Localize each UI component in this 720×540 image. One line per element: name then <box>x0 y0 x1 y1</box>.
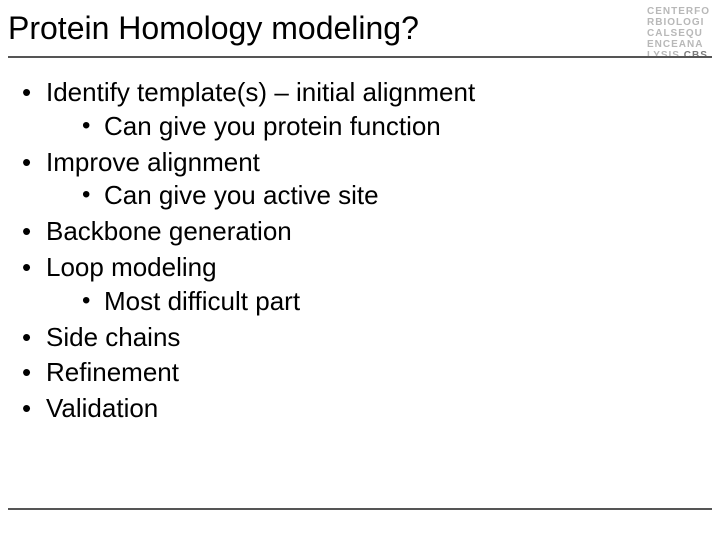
bullet-text: Most difficult part <box>104 286 300 316</box>
list-item: Identify template(s) – initial alignment… <box>18 76 700 144</box>
slide-title: Protein Homology modeling? <box>8 10 419 47</box>
bullet-list: Identify template(s) – initial alignment… <box>18 76 700 426</box>
list-item: Can give you active site <box>80 179 700 213</box>
bullet-text: Validation <box>46 393 158 423</box>
logo-line-2: RBIOLOGI <box>647 17 704 28</box>
divider-bottom <box>8 508 712 510</box>
slide-body: Identify template(s) – initial alignment… <box>18 76 700 428</box>
bullet-text: Can give you protein function <box>104 111 441 141</box>
list-item: Backbone generation <box>18 215 700 249</box>
sub-list: Can give you active site <box>46 179 700 213</box>
slide: CENTERFO RBIOLOGI CALSEQU ENCEANA LYSIS … <box>0 0 720 540</box>
bullet-text: Can give you active site <box>104 180 379 210</box>
list-item: Side chains <box>18 321 700 355</box>
sub-list: Can give you protein function <box>46 110 700 144</box>
bullet-text: Identify template(s) – initial alignment <box>46 77 475 107</box>
list-item: Most difficult part <box>80 285 700 319</box>
list-item: Improve alignment Can give you active si… <box>18 146 700 214</box>
bullet-text: Loop modeling <box>46 252 217 282</box>
bullet-text: Backbone generation <box>46 216 292 246</box>
logo-line-1: CENTERFO <box>647 6 710 17</box>
bullet-text: Refinement <box>46 357 179 387</box>
list-item: Validation <box>18 392 700 426</box>
logo-line-4: ENCEANA <box>647 39 703 50</box>
bullet-text: Side chains <box>46 322 180 352</box>
list-item: Refinement <box>18 356 700 390</box>
org-logo: CENTERFO RBIOLOGI CALSEQU ENCEANA LYSIS … <box>647 6 710 61</box>
list-item: Can give you protein function <box>80 110 700 144</box>
sub-list: Most difficult part <box>46 285 700 319</box>
list-item: Loop modeling Most difficult part <box>18 251 700 319</box>
logo-line-3: CALSEQU <box>647 28 703 39</box>
bullet-text: Improve alignment <box>46 147 260 177</box>
divider-top <box>8 56 712 58</box>
